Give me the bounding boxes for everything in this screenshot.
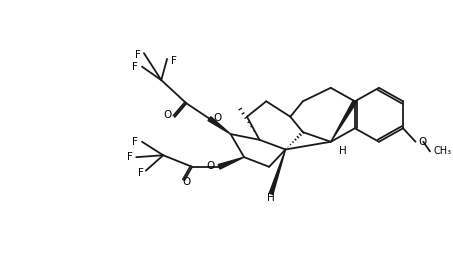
Polygon shape	[208, 117, 231, 134]
Polygon shape	[218, 157, 244, 169]
Text: CH₃: CH₃	[434, 146, 452, 156]
Text: F: F	[132, 137, 138, 147]
Text: F: F	[171, 56, 177, 66]
Text: O: O	[206, 161, 214, 171]
Text: O: O	[419, 137, 427, 147]
Text: H: H	[267, 193, 275, 203]
Text: F: F	[138, 167, 144, 178]
Text: F: F	[126, 152, 132, 162]
Text: F: F	[132, 62, 138, 72]
Text: H: H	[339, 146, 347, 156]
Text: O: O	[213, 113, 222, 123]
Polygon shape	[331, 100, 357, 142]
Polygon shape	[269, 150, 285, 194]
Text: F: F	[135, 50, 141, 60]
Text: O: O	[163, 110, 171, 120]
Text: O: O	[182, 177, 190, 187]
